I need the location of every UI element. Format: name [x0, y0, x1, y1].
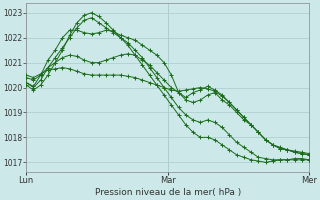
- X-axis label: Pression niveau de la mer( hPa ): Pression niveau de la mer( hPa ): [95, 188, 241, 197]
